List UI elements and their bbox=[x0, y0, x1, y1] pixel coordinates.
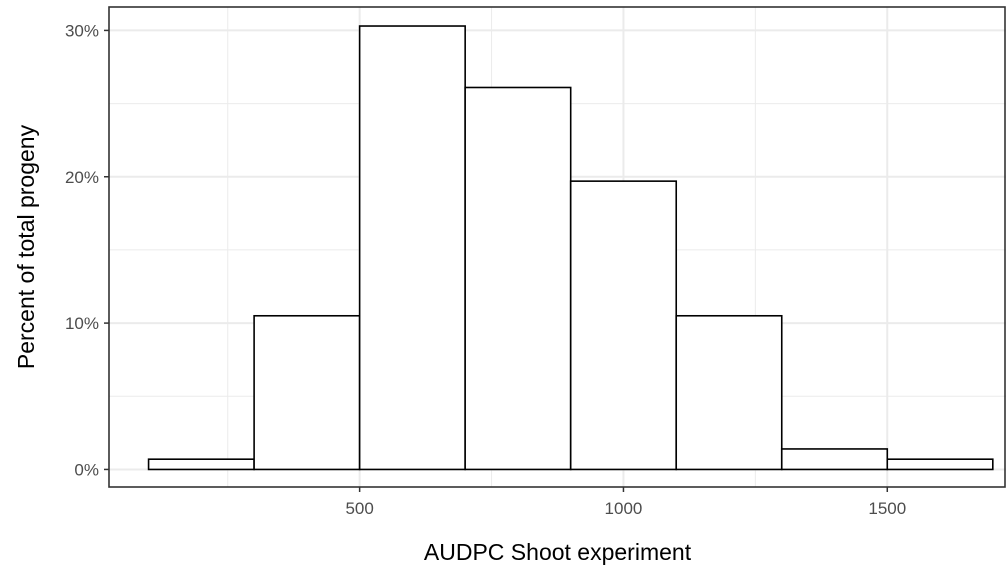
y-tick-label: 20% bbox=[65, 168, 99, 187]
y-tick-label: 0% bbox=[74, 460, 99, 479]
histogram-bar bbox=[886, 458, 994, 471]
y-tick-label: 10% bbox=[65, 314, 99, 333]
histogram-bar bbox=[358, 25, 466, 471]
y-axis: 0% 10% 20% 30% bbox=[65, 21, 109, 479]
y-tick-label: 30% bbox=[65, 21, 99, 40]
x-tick-label: 1500 bbox=[868, 499, 906, 518]
histogram-bar bbox=[569, 180, 678, 471]
histogram-bar bbox=[780, 448, 889, 471]
x-axis: 500 1000 1500 bbox=[345, 487, 906, 518]
histogram-bars bbox=[147, 25, 994, 471]
histogram-bar bbox=[675, 314, 783, 471]
histogram-bar bbox=[147, 458, 255, 471]
panel-border bbox=[108, 6, 1006, 488]
x-tick-label: 500 bbox=[345, 499, 373, 518]
x-tick-label: 1000 bbox=[605, 499, 643, 518]
histogram-bar bbox=[253, 314, 361, 471]
x-axis-title: AUDPC Shoot experiment bbox=[424, 539, 692, 565]
y-axis-title: Percent of total progeny bbox=[13, 124, 39, 369]
histogram-bar bbox=[464, 86, 572, 471]
